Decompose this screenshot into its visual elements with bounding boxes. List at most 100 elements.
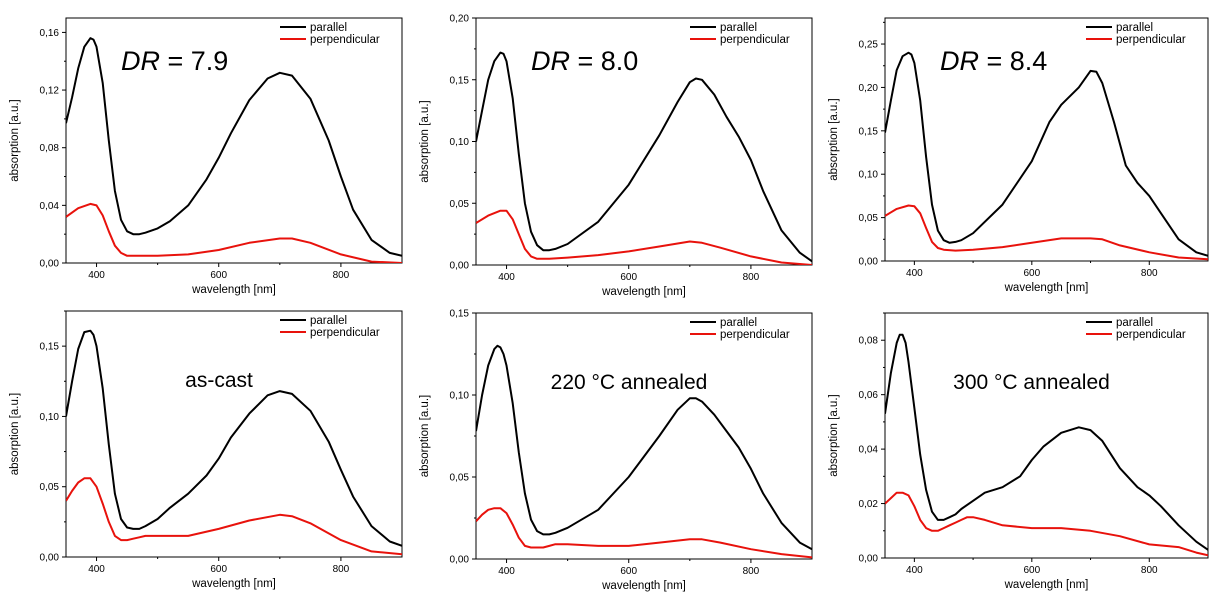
y-tick-label: 0,04 — [859, 445, 879, 456]
chart-panel-4: 0,00 0,05 0,10 0,15 400 600 800 wavelength [nm]… — [9, 310, 403, 590]
plot-frame — [475, 312, 813, 560]
x-axis-title: wavelength [nm] — [191, 284, 276, 296]
x-axis-title: wavelength [nm] — [601, 580, 686, 592]
x-tick-label: 400 — [498, 566, 515, 577]
y-axis-title: absorption [a.u.] — [9, 99, 21, 181]
x-tick-label: 600 — [620, 566, 637, 577]
y-tick-label: 0,15 — [450, 75, 470, 86]
series-line-perpendicular — [885, 491, 1208, 557]
series-line-parallel — [476, 344, 812, 551]
y-tick-label: 0,05 — [450, 473, 470, 484]
y-axis-title: absorption [a.u.] — [9, 393, 21, 475]
plot-frame — [475, 17, 813, 266]
y-axis-title: absorption [a.u.] — [419, 100, 431, 182]
legend-label-perpendicular: perpendicular — [310, 34, 380, 46]
x-tick-label: 800 — [333, 564, 350, 575]
x-tick-label: 800 — [743, 566, 760, 577]
sample-condition-label: 300 °C annealed — [953, 371, 1110, 394]
y-tick-label: 0,15 — [450, 309, 470, 320]
x-axis-title: wavelength [nm] — [1004, 282, 1089, 294]
annotation-text: = 8.0 — [570, 46, 638, 76]
legend-label-parallel: parallel — [1116, 22, 1153, 34]
y-tick-label: 0,10 — [40, 412, 60, 423]
series-line-perpendicular — [66, 202, 402, 263]
y-tick-label: 0,12 — [40, 86, 60, 97]
series-line-parallel — [66, 37, 402, 257]
dichroic-ratio-annotation: DR = 7.9 — [121, 46, 228, 76]
y-tick-label: 0,02 — [859, 499, 879, 510]
x-axis-title: wavelength [nm] — [601, 286, 686, 298]
annotation-italic: DR — [940, 46, 979, 76]
x-tick-label: 600 — [210, 270, 227, 281]
plot-frame — [884, 17, 1209, 262]
legend-label-parallel: parallel — [1116, 317, 1153, 329]
series-line-parallel — [885, 51, 1208, 257]
y-tick-label: 0,20 — [859, 83, 879, 94]
y-tick-label: 0,08 — [40, 143, 60, 154]
x-tick-label: 800 — [743, 272, 760, 283]
y-tick-label: 0,00 — [450, 555, 470, 566]
y-tick-label: 0,00 — [40, 553, 60, 564]
chart-panel-5: 0,00 0,05 0,10 0,15 400 600 800 wavelength [nm]… — [419, 309, 813, 592]
annotation-italic: DR — [531, 46, 570, 76]
x-tick-label: 600 — [1023, 565, 1040, 576]
y-tick-label: 0,05 — [40, 482, 60, 493]
x-tick-label: 600 — [1023, 268, 1040, 279]
y-tick-label: 0,05 — [450, 199, 470, 210]
legend-label-perpendicular: perpendicular — [310, 327, 380, 339]
legend-label-parallel: parallel — [310, 22, 347, 34]
annotation-text: = 8.4 — [979, 46, 1047, 76]
series-line-perpendicular — [885, 204, 1208, 261]
y-axis-title: absorption [a.u.] — [419, 395, 431, 477]
legend-label-parallel: parallel — [720, 22, 757, 34]
series-line-parallel — [66, 329, 402, 547]
y-tick-label: 0,06 — [859, 390, 879, 401]
y-tick-label: 0,04 — [40, 201, 60, 212]
plot-frame — [65, 310, 403, 558]
chart-panel-6: 0,00 0,02 0,04 0,06 0,08 400 600 800 wavelength … — [828, 312, 1209, 591]
y-tick-label: 0,16 — [40, 28, 60, 39]
x-tick-label: 400 — [906, 565, 923, 576]
series-line-parallel — [885, 333, 1208, 551]
y-tick-label: 0,15 — [40, 342, 60, 353]
x-tick-label: 600 — [210, 564, 227, 575]
sample-condition-label: 220 °C annealed — [551, 371, 708, 394]
x-tick-label: 400 — [498, 272, 515, 283]
x-tick-label: 800 — [1141, 268, 1158, 279]
legend-label-perpendicular: perpendicular — [1116, 329, 1186, 341]
x-axis-title: wavelength [nm] — [1004, 579, 1089, 591]
legend-label-parallel: parallel — [720, 317, 757, 329]
x-tick-label: 400 — [906, 268, 923, 279]
x-tick-label: 600 — [620, 272, 637, 283]
series-line-perpendicular — [476, 507, 812, 559]
y-axis-title: absorption [a.u.] — [828, 394, 840, 476]
y-tick-label: 0,10 — [859, 170, 879, 181]
x-tick-label: 800 — [333, 270, 350, 281]
plot-frame — [884, 312, 1209, 559]
x-tick-label: 400 — [88, 564, 105, 575]
plot-frame — [65, 17, 403, 264]
series-line-parallel — [476, 51, 812, 263]
y-tick-label: 0,25 — [859, 40, 879, 51]
dichroic-ratio-annotation: DR = 8.0 — [531, 46, 638, 76]
y-tick-label: 0,10 — [450, 137, 470, 148]
x-tick-label: 400 — [88, 270, 105, 281]
chart-panel-1: 0,00 0,04 0,08 0,12 0,16 400 600 800 wavelength … — [9, 17, 403, 296]
y-axis-title: absorption [a.u.] — [828, 98, 840, 180]
annotation-italic: DR — [121, 46, 160, 76]
y-tick-label: 0,00 — [859, 257, 879, 268]
y-tick-label: 0,00 — [859, 554, 879, 565]
y-tick-label: 0,00 — [40, 259, 60, 270]
y-tick-label: 0,08 — [859, 336, 879, 347]
x-axis-title: wavelength [nm] — [191, 578, 276, 590]
y-tick-label: 0,20 — [450, 14, 470, 25]
y-tick-label: 0,05 — [859, 213, 879, 224]
legend-label-perpendicular: perpendicular — [1116, 34, 1186, 46]
legend-label-perpendicular: perpendicular — [720, 329, 790, 341]
series-line-perpendicular — [66, 477, 402, 556]
sample-condition-label: as-cast — [185, 369, 253, 392]
x-tick-label: 800 — [1141, 565, 1158, 576]
legend-label-perpendicular: perpendicular — [720, 34, 790, 46]
y-tick-label: 0,15 — [859, 126, 879, 137]
